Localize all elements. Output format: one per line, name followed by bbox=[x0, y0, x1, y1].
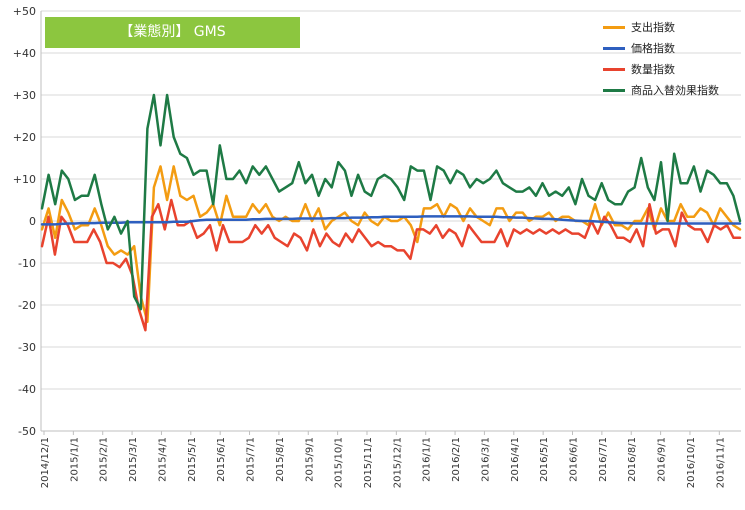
x-tick-label: 2015/7/1 bbox=[246, 437, 257, 482]
x-axis: 2014/12/1 2015/1/1 2015/2/1 2015/3/1 2015/4/… bbox=[40, 430, 741, 488]
x-tick-label: 2016/4/1 bbox=[510, 437, 521, 482]
legend-item-spending: 支出指数 bbox=[603, 18, 743, 39]
y-tick-label: -20 bbox=[18, 299, 36, 312]
y-tick-label: +20 bbox=[13, 131, 36, 144]
chart-title-box: 【業態別】 GMS bbox=[45, 17, 300, 48]
x-tick-label: 2015/5/1 bbox=[187, 437, 198, 482]
legend-swatch-replacement bbox=[603, 89, 625, 92]
chart-title: 【業態別】 GMS bbox=[119, 24, 226, 40]
legend-label-price: 価格指数 bbox=[631, 42, 675, 55]
x-tick-label: 2015/9/1 bbox=[304, 437, 315, 482]
y-tick-label: -10 bbox=[18, 257, 36, 270]
x-tick-label: 2016/10/1 bbox=[686, 437, 697, 488]
x-tick-label: 2015/1/1 bbox=[69, 437, 80, 482]
series-line-3 bbox=[40, 93, 742, 311]
y-tick-label: +30 bbox=[13, 89, 36, 102]
series-line-2 bbox=[40, 198, 742, 332]
legend-item-replacement: 商品入替効果指数 bbox=[603, 81, 743, 102]
y-tick-label: -50 bbox=[18, 425, 36, 438]
legend-swatch-spending bbox=[603, 26, 625, 29]
x-tick-label: 2016/7/1 bbox=[598, 437, 609, 482]
x-tick-label: 2016/6/1 bbox=[569, 437, 580, 482]
x-tick-label: 2015/6/1 bbox=[216, 437, 227, 482]
legend-item-price: 価格指数 bbox=[603, 39, 743, 60]
x-tick-label: 2016/11/1 bbox=[715, 437, 726, 488]
y-tick-label: -30 bbox=[18, 341, 36, 354]
y-tick-label: +50 bbox=[13, 5, 36, 18]
x-tick-label: 2015/11/1 bbox=[363, 437, 374, 488]
x-tick-label: 2015/2/1 bbox=[99, 437, 110, 482]
x-tick-label: 2015/3/1 bbox=[128, 437, 139, 482]
x-tick-label: 2015/10/1 bbox=[334, 437, 345, 488]
x-tick-label: 2016/3/1 bbox=[480, 437, 491, 482]
y-tick-label: 0 bbox=[29, 215, 36, 228]
x-tick-label: 2014/12/1 bbox=[40, 437, 51, 488]
legend-label-replacement: 商品入替効果指数 bbox=[631, 84, 719, 97]
legend-swatch-quantity bbox=[603, 68, 625, 71]
series-lines bbox=[40, 93, 742, 332]
legend: 支出指数 価格指数 数量指数 商品入替効果指数 bbox=[603, 18, 743, 102]
y-tick-label: +10 bbox=[13, 173, 36, 186]
x-tick-label: 2015/12/1 bbox=[392, 437, 403, 488]
y-tick-label: -40 bbox=[18, 383, 36, 396]
legend-label-spending: 支出指数 bbox=[631, 21, 675, 34]
series-line-0 bbox=[40, 165, 742, 324]
x-tick-label: 2016/8/1 bbox=[627, 437, 638, 482]
x-tick-label: 2015/4/1 bbox=[157, 437, 168, 482]
y-axis: +50 +40 +30 +20 +10 0 -10 -20 -30 -40 -50 bbox=[13, 5, 42, 438]
x-tick-label: 2016/5/1 bbox=[539, 437, 550, 482]
legend-label-quantity: 数量指数 bbox=[631, 63, 675, 76]
y-tick-label: +40 bbox=[13, 47, 36, 60]
legend-item-quantity: 数量指数 bbox=[603, 60, 743, 81]
x-tick-label: 2016/2/1 bbox=[451, 437, 462, 482]
series-line-1 bbox=[40, 215, 742, 226]
x-tick-label: 2016/9/1 bbox=[657, 437, 668, 482]
x-tick-label: 2015/8/1 bbox=[275, 437, 286, 482]
x-tick-label: 2016/1/1 bbox=[422, 437, 433, 482]
legend-swatch-price bbox=[603, 47, 625, 50]
